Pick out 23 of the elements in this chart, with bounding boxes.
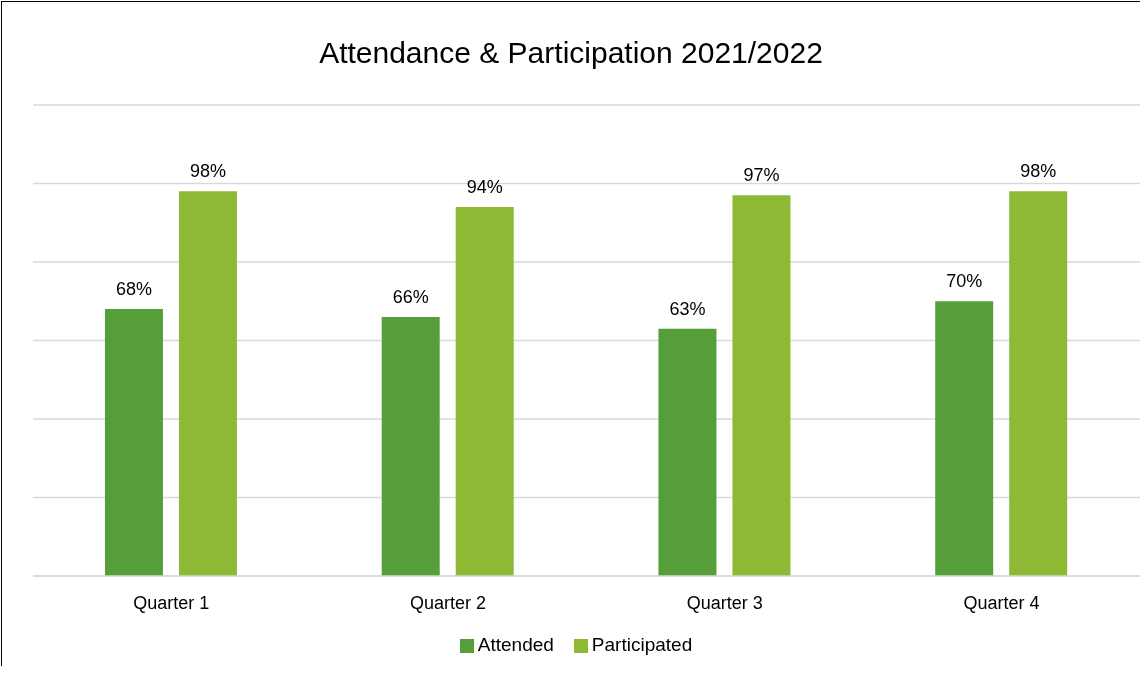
bar [104, 309, 163, 576]
bar [381, 316, 440, 576]
data-label: 70% [946, 271, 983, 292]
data-label: 63% [669, 298, 706, 319]
data-label: 97% [743, 165, 780, 186]
data-label: 94% [466, 177, 503, 198]
bar [455, 207, 514, 576]
chart-title: Attendance & Participation 2021/2022 [318, 36, 824, 70]
bar [178, 191, 237, 576]
legend-label: Participated [591, 634, 693, 655]
x-tick-label: Quarter 4 [963, 592, 1040, 613]
data-label: 98% [189, 161, 226, 182]
data-label: 66% [392, 286, 429, 307]
data-label: 68% [115, 279, 152, 300]
data-label: 98% [1020, 161, 1057, 182]
bar [935, 301, 994, 576]
x-tick-label: Quarter 1 [133, 592, 210, 613]
x-tick-label: Quarter 3 [686, 592, 763, 613]
legend-label: Attended [477, 634, 554, 655]
bar [1009, 191, 1068, 576]
x-tick-label: Quarter 2 [410, 592, 487, 613]
bar [658, 328, 717, 576]
bar [732, 195, 791, 576]
